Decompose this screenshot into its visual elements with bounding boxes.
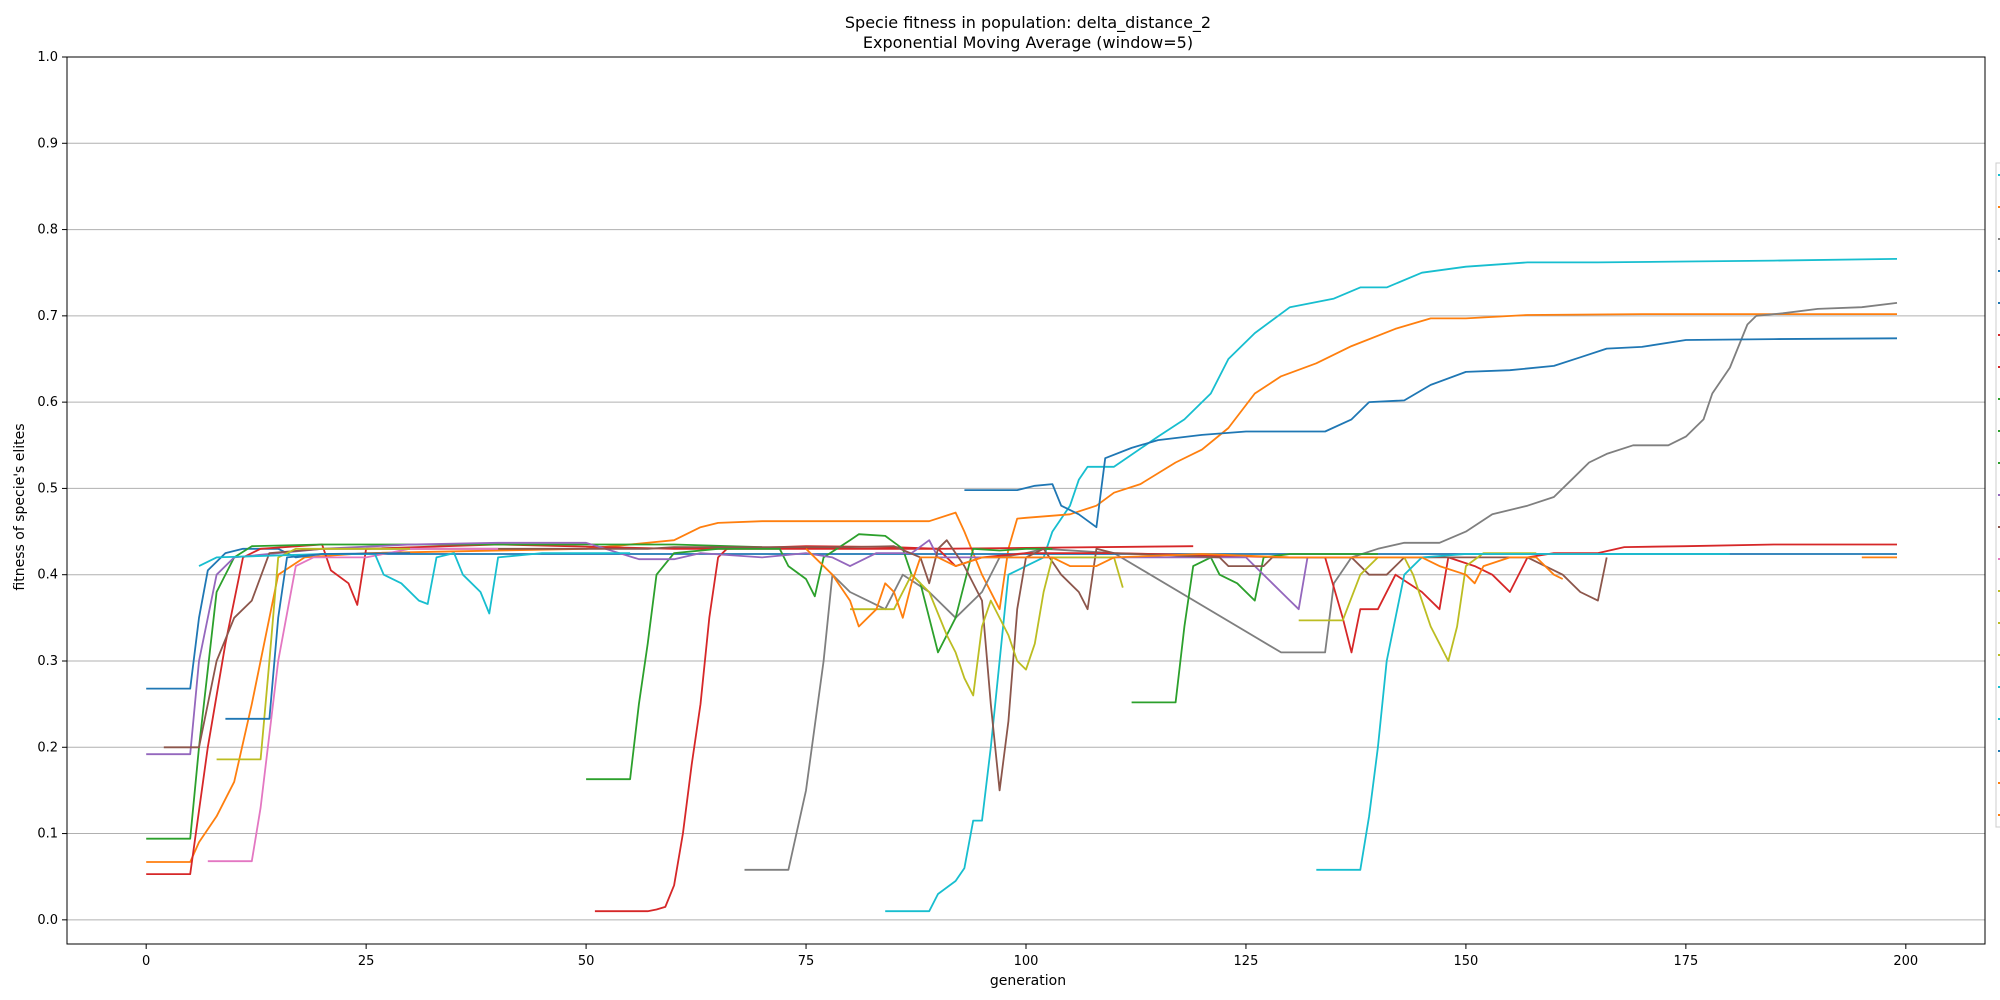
x-tick-label: 100 xyxy=(1014,954,1039,969)
series-line-3 xyxy=(744,302,1898,871)
y-tick-label: 0.8 xyxy=(37,223,58,238)
series-line-12 xyxy=(163,539,1608,792)
chart-subtitle: Exponential Moving Average (window=5) xyxy=(863,33,1193,52)
y-tick-label: 0.5 xyxy=(37,481,58,496)
series-line-16 xyxy=(1298,552,1537,662)
x-tick-label: 200 xyxy=(1893,954,1918,969)
x-axis-ticks: 0 25 50 75 100 125 150 175 200 xyxy=(142,944,1918,969)
series-lines xyxy=(146,258,1898,913)
y-tick-label: 0.6 xyxy=(37,395,58,410)
y-tick-label: 0.7 xyxy=(37,309,58,324)
series-line-7 xyxy=(594,543,1897,913)
series-line-15 xyxy=(850,556,1124,697)
series-line-17 xyxy=(198,552,631,615)
series-line-6 xyxy=(146,543,1194,875)
legend xyxy=(1995,162,2000,828)
series-line-19 xyxy=(225,552,411,720)
series-line-1 xyxy=(885,258,1898,913)
axes-frame xyxy=(66,56,1986,945)
y-tick-label: 1.0 xyxy=(37,50,58,65)
x-tick-label: 25 xyxy=(358,954,375,969)
x-tick-label: 50 xyxy=(578,954,595,969)
chart-title: Specie fitness in population: delta_dist… xyxy=(845,13,1211,33)
x-tick-label: 150 xyxy=(1453,954,1478,969)
y-tick-label: 0.1 xyxy=(37,827,58,842)
series-line-5 xyxy=(146,547,1897,690)
series-line-20 xyxy=(805,548,1564,628)
series-line-13 xyxy=(207,547,499,863)
series-line-8 xyxy=(146,543,763,840)
y-tick-label: 0.9 xyxy=(37,136,58,151)
y-axis-label: fitness of specie's elites xyxy=(12,423,28,590)
x-tick-label: 125 xyxy=(1234,954,1259,969)
y-tick-label: 0.4 xyxy=(37,568,58,583)
x-tick-label: 0 xyxy=(142,954,150,969)
series-line-18 xyxy=(1316,553,1730,871)
series-line-4 xyxy=(964,337,1898,529)
y-tick-label: 0.2 xyxy=(37,740,58,755)
series-line-14 xyxy=(216,547,411,761)
y-tick-label: 0.3 xyxy=(37,654,58,669)
x-axis-label: generation xyxy=(990,973,1066,989)
x-tick-label: 175 xyxy=(1673,954,1698,969)
y-tick-label: 0.0 xyxy=(37,913,58,928)
series-line-10 xyxy=(1131,553,1378,704)
series-line-9 xyxy=(586,533,1053,781)
y-axis-ticks: 0.0 0.1 0.2 0.3 0.4 0.5 0.6 0.7 0.8 0.9 1.0 xyxy=(37,50,67,928)
x-tick-label: 75 xyxy=(798,954,815,969)
